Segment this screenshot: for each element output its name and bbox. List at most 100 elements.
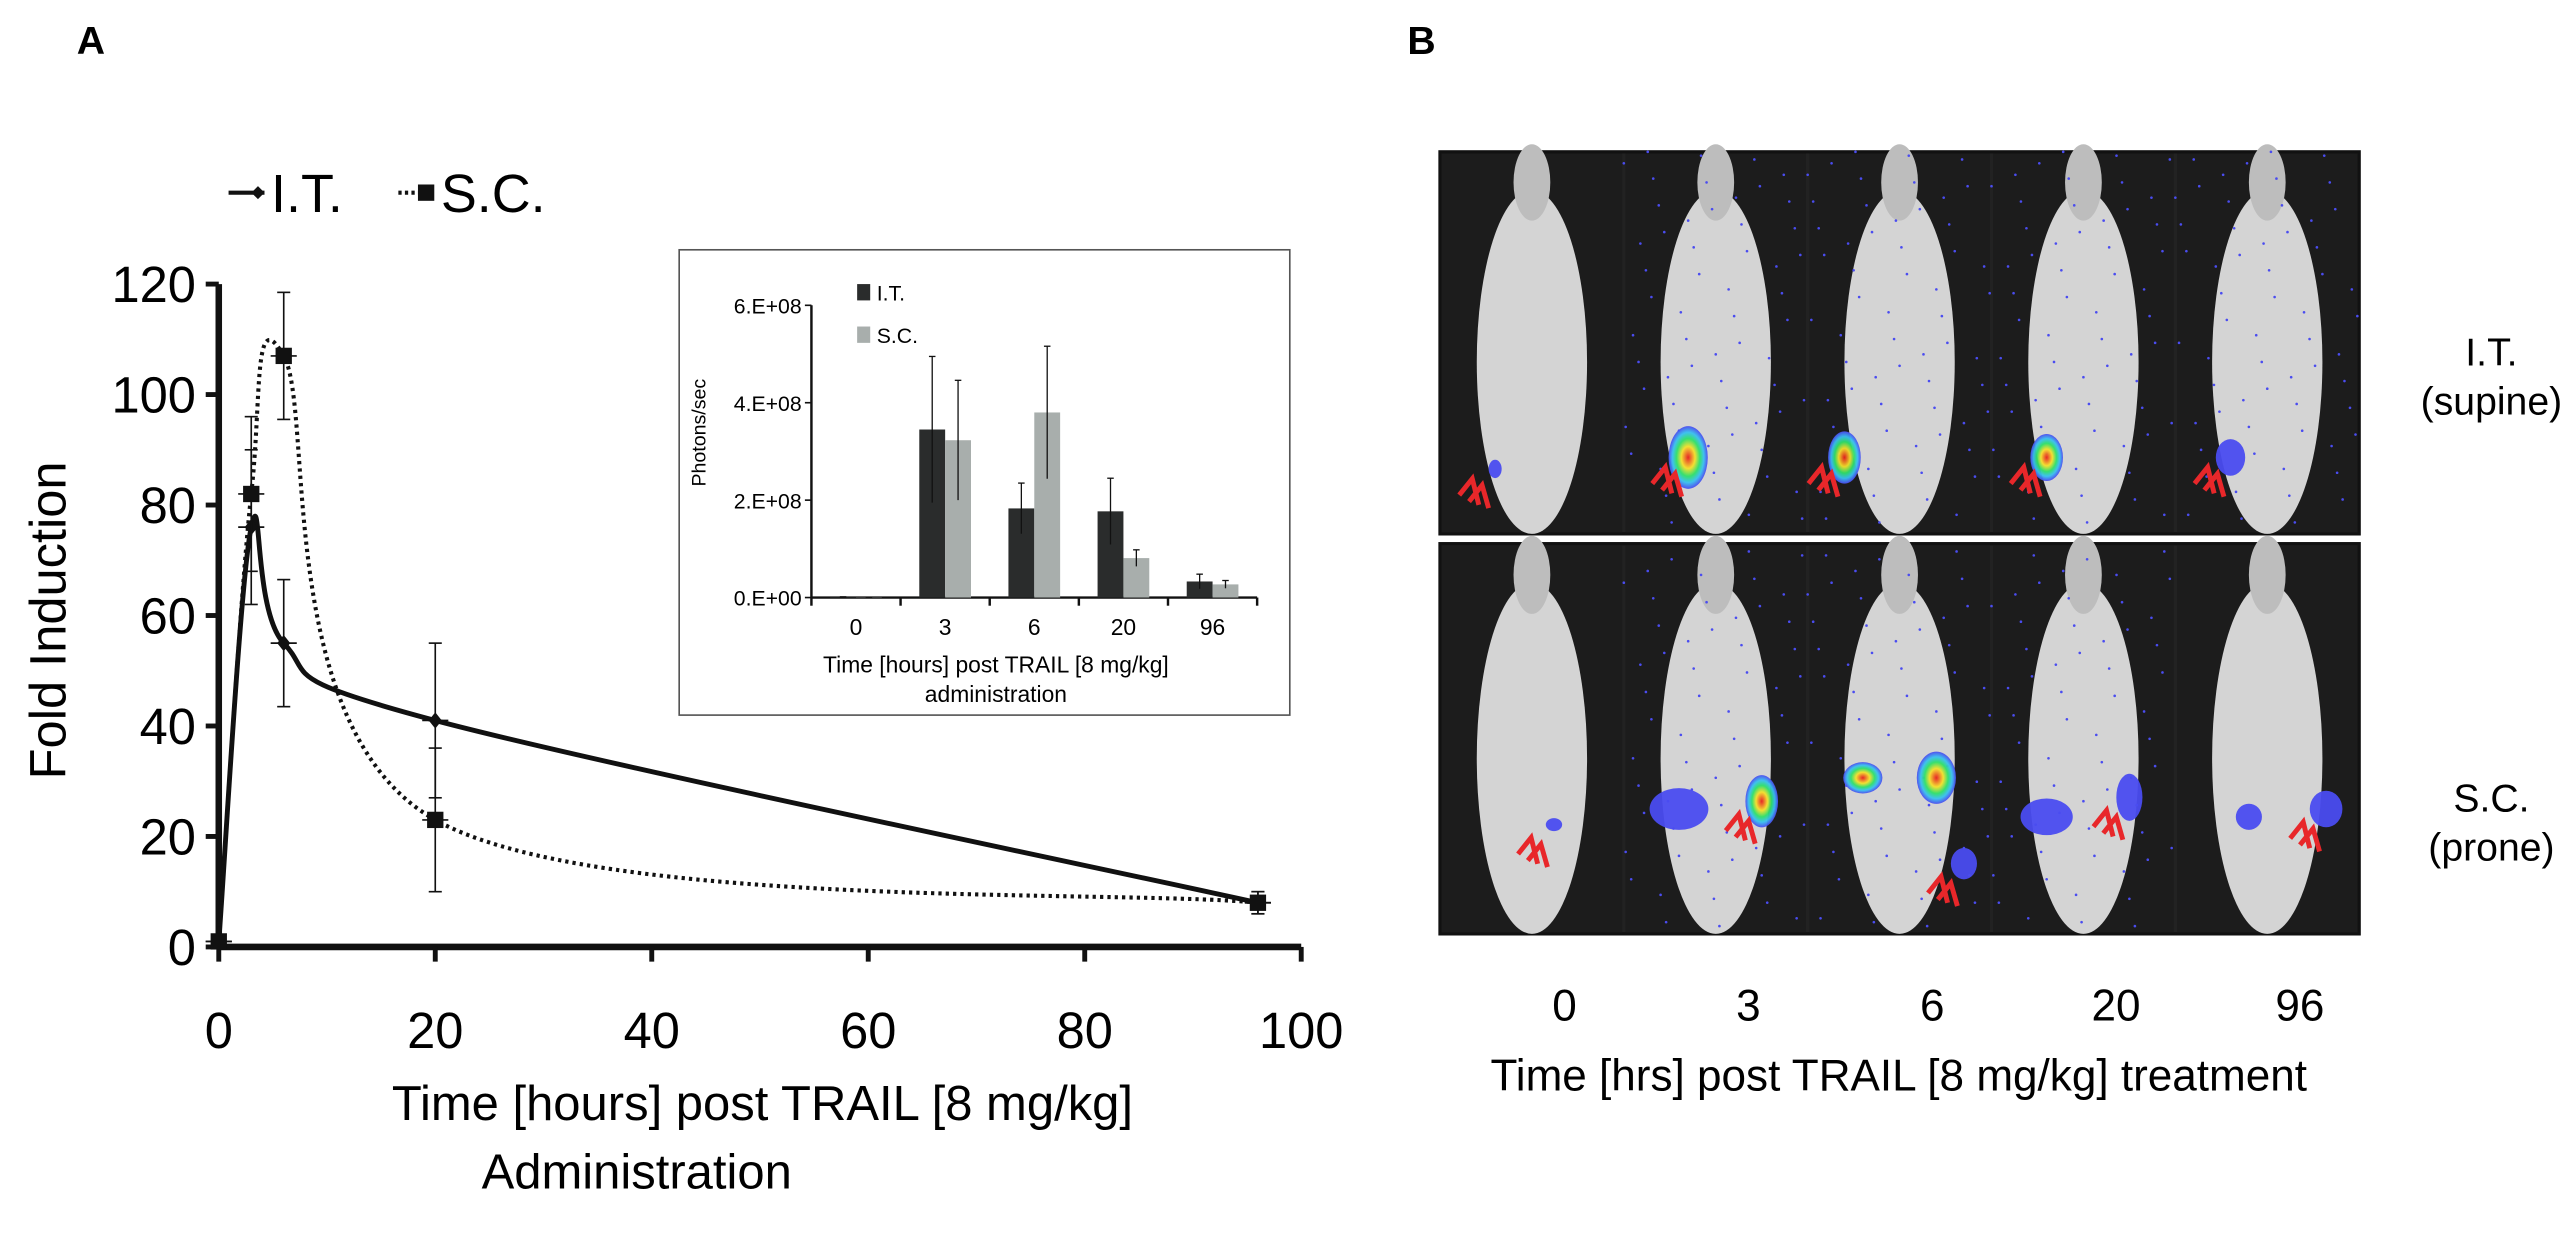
signal-speckle bbox=[2074, 893, 2078, 897]
signal-speckle bbox=[1795, 916, 1798, 920]
signal-speckle bbox=[1747, 513, 1751, 517]
signal-speckle bbox=[2185, 249, 2188, 253]
mouse-head bbox=[1697, 144, 1735, 221]
signal-speckle bbox=[1664, 920, 1668, 924]
signal-speckle bbox=[1670, 521, 1673, 524]
signal-speckle bbox=[2322, 154, 2326, 157]
signal-speckle bbox=[2012, 291, 2015, 295]
signal-speckle bbox=[1894, 219, 1898, 222]
signal-speckle bbox=[1912, 181, 1916, 184]
signal-speckle bbox=[1927, 803, 1931, 807]
signal-speckle bbox=[2067, 596, 2071, 600]
signal-speckle bbox=[2080, 920, 2083, 924]
signal-speckle bbox=[1758, 604, 1762, 608]
signal-speckle bbox=[2273, 295, 2276, 299]
signal-speckle bbox=[1760, 874, 1764, 877]
marker-square bbox=[1249, 894, 1267, 911]
red-arrow-icon bbox=[2008, 461, 2043, 498]
signal-speckle bbox=[1670, 557, 1673, 561]
y-tick-label: 40 bbox=[140, 698, 196, 755]
signal-speckle bbox=[1642, 387, 1646, 391]
signal-speckle bbox=[2221, 173, 2225, 177]
signal-speckle bbox=[2025, 226, 2028, 230]
signal-speckle bbox=[2232, 226, 2236, 230]
signal-speckle bbox=[2019, 200, 2023, 203]
signal-speckle bbox=[1854, 569, 1857, 573]
legend-it-marker bbox=[251, 186, 265, 200]
row-sc-position: (prone) bbox=[2428, 826, 2554, 869]
signal-speckle bbox=[1793, 647, 1797, 651]
signal-speckle bbox=[1767, 356, 1771, 360]
signal-speckle bbox=[1765, 901, 1769, 904]
signal-speckle bbox=[1898, 364, 1901, 368]
y-tick-label: 120 bbox=[111, 256, 195, 313]
signal-speckle bbox=[2153, 341, 2157, 345]
signal-speckle bbox=[2060, 690, 2063, 694]
signal-speckle bbox=[1793, 226, 1797, 230]
signal-speckle bbox=[2039, 425, 2043, 429]
mouse-head bbox=[2065, 535, 2102, 614]
signal-speckle bbox=[1982, 265, 1986, 268]
row-it-position: (supine) bbox=[2421, 381, 2560, 424]
signal-speckle bbox=[1817, 226, 1821, 230]
inset-x-tick-label: 3 bbox=[939, 614, 952, 640]
mouse-image bbox=[1990, 535, 2174, 934]
signal-speckle bbox=[2170, 421, 2173, 425]
signal-speckle bbox=[2265, 387, 2269, 391]
signal-speckle bbox=[1710, 207, 1714, 211]
signal-speckle bbox=[1822, 253, 1826, 257]
signal-speckle bbox=[2282, 467, 2286, 471]
signal-speckle bbox=[2289, 375, 2293, 379]
signal-speckle bbox=[1800, 517, 1804, 520]
inset-x-tick-label: 6 bbox=[1028, 614, 1041, 640]
signal-speckle bbox=[1912, 600, 1916, 604]
signal-speckle bbox=[2142, 288, 2146, 291]
x-axis-title-line1: Time [hours] post TRAIL [8 mg/kg] bbox=[392, 1077, 1133, 1131]
signal-speckle bbox=[2085, 521, 2089, 524]
signal-speckle bbox=[2335, 471, 2339, 475]
signal-speckle bbox=[1631, 756, 1635, 760]
signal-speckle bbox=[2163, 550, 2166, 553]
signal-speckle bbox=[2094, 733, 2098, 737]
signal-speckle bbox=[1927, 379, 1931, 383]
signal-speckle bbox=[1988, 291, 1991, 295]
inset-bar-sc bbox=[1212, 584, 1239, 598]
signal-speckle bbox=[2155, 643, 2159, 647]
mouse-image bbox=[1806, 144, 1991, 534]
signal-speckle bbox=[1955, 550, 1958, 553]
signal-speckle bbox=[1826, 823, 1830, 826]
y-axis-title: Fold Induction bbox=[19, 461, 76, 779]
luminescence-signal bbox=[1950, 847, 1977, 880]
signal-speckle bbox=[1732, 737, 1736, 741]
red-arrow-icon bbox=[2091, 804, 2126, 841]
y-tick-label: 100 bbox=[111, 367, 195, 424]
signal-speckle bbox=[1686, 639, 1690, 643]
signal-speckle bbox=[1962, 421, 1966, 425]
signal-speckle bbox=[2030, 253, 2034, 257]
signal-speckle bbox=[2102, 219, 2105, 222]
signal-speckle bbox=[1624, 425, 1627, 429]
signal-speckle bbox=[2155, 223, 2159, 226]
signal-speckle bbox=[2288, 494, 2291, 497]
signal-speckle bbox=[2006, 686, 2010, 690]
signal-speckle bbox=[1718, 498, 1721, 501]
signal-speckle bbox=[2085, 557, 2089, 561]
signal-speckle bbox=[1679, 310, 1683, 314]
signal-speckle bbox=[2120, 181, 2124, 184]
signal-speckle bbox=[2343, 379, 2346, 383]
signal-speckle bbox=[2037, 581, 2041, 584]
signal-speckle bbox=[1773, 383, 1776, 387]
signal-speckle bbox=[1839, 333, 1843, 337]
signal-speckle bbox=[2037, 161, 2041, 165]
signal-speckle bbox=[1686, 219, 1690, 222]
signal-speckle bbox=[2295, 402, 2298, 406]
signal-speckle bbox=[2302, 310, 2306, 314]
signal-speckle bbox=[1852, 690, 1855, 694]
signal-speckle bbox=[1973, 475, 1977, 478]
signal-speckle bbox=[2120, 600, 2124, 604]
signal-speckle bbox=[2010, 835, 2014, 838]
signal-speckle bbox=[2163, 513, 2166, 517]
signal-speckle bbox=[2054, 663, 2058, 666]
data-point bbox=[205, 933, 232, 950]
inset-x-tick-label: 0 bbox=[850, 614, 863, 640]
